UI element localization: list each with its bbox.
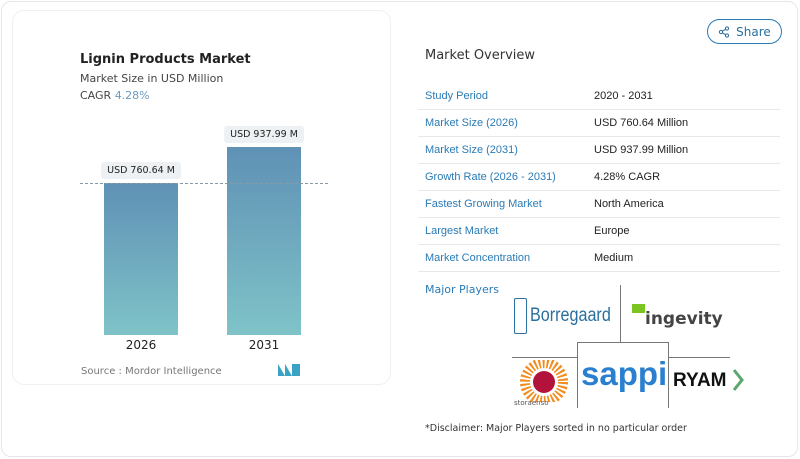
row-label: Growth Rate (2026 - 2031) <box>425 171 556 183</box>
overview-row: Fastest Growing Market North America <box>418 191 780 218</box>
row-label: Largest Market <box>425 225 499 237</box>
bar-2026 <box>104 182 178 335</box>
x-tick-label: 2031 <box>248 338 280 352</box>
row-value: 4.28% CAGR <box>594 171 661 183</box>
disclaimer: *Disclaimer: Major Players sorted in no … <box>425 423 687 434</box>
chart-title: Lignin Products Market <box>80 52 251 67</box>
row-value: Medium <box>594 252 634 264</box>
logo-ingevity: ingevity <box>645 309 723 329</box>
row-label: Study Period <box>425 90 488 102</box>
chart-subtitle: Market Size in USD Million <box>80 72 224 85</box>
cagr-value: 4.28% <box>114 89 150 102</box>
share-label: Share <box>736 24 771 39</box>
overview-row: Growth Rate (2026 - 2031) 4.28% CAGR <box>418 164 780 191</box>
overview-row: Market Size (2031) USD 937.99 Million <box>418 137 780 164</box>
logo-storaenso: storaenso <box>514 399 549 407</box>
row-value: USD 937.99 Million <box>594 144 689 156</box>
cagr-label: CAGR <box>80 89 112 102</box>
overview-title: Market Overview <box>425 48 536 63</box>
bar-2031 <box>227 147 301 335</box>
share-icon <box>719 25 730 38</box>
overview-row: Study Period 2020 - 2031 <box>418 83 780 110</box>
overview-row: Market Size (2026) USD 760.64 Million <box>418 110 780 137</box>
ingevity-square-icon <box>632 304 645 313</box>
row-label: Market Size (2031) <box>425 144 518 156</box>
borregaard-emblem-icon <box>514 298 527 334</box>
x-tick-label: 2026 <box>125 338 157 352</box>
mordor-logo-icon <box>278 364 300 376</box>
cagr: CAGR 4.28% <box>80 89 150 102</box>
row-label: Market Concentration <box>425 252 531 264</box>
logo-borregaard: Borregaard <box>530 305 611 326</box>
row-value: Europe <box>594 225 630 237</box>
row-label: Market Size (2026) <box>425 117 518 129</box>
ryam-chevron-icon <box>732 369 744 391</box>
data-label: USD 760.64 M <box>101 161 181 179</box>
chart-card <box>12 10 391 385</box>
overview-row: Market Concentration Medium <box>418 245 780 272</box>
storaenso-sun-icon <box>520 360 568 402</box>
row-label: Fastest Growing Market <box>425 198 542 210</box>
row-value: North America <box>594 198 664 210</box>
overview-row: Largest Market Europe <box>418 218 780 245</box>
row-value: 2020 - 2031 <box>594 90 653 102</box>
major-players-title: Major Players <box>425 283 499 296</box>
source-text: Source : Mordor Intelligence <box>81 366 222 377</box>
reference-line <box>80 183 328 184</box>
logo-sappi: sappi <box>581 355 668 392</box>
logo-ryam: RYAM <box>673 370 727 391</box>
row-value: USD 760.64 Million <box>594 117 689 129</box>
data-label: USD 937.99 M <box>224 126 304 144</box>
share-button[interactable]: Share <box>707 19 782 44</box>
